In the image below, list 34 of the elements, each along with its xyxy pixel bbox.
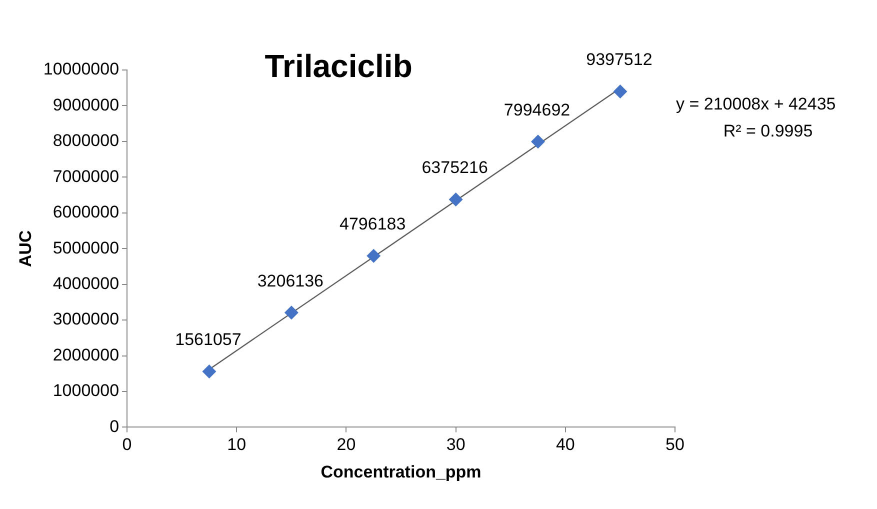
data-label: 9397512 xyxy=(586,50,652,70)
x-tick-label: 30 xyxy=(446,435,466,454)
x-tick-label: 0 xyxy=(122,435,132,454)
chart-title: Trilaciclib xyxy=(264,48,412,84)
point xyxy=(448,192,463,206)
x-tick-label: 20 xyxy=(336,435,356,454)
point xyxy=(531,134,546,149)
data-label: 4796183 xyxy=(340,214,406,234)
y-tick-label: 2000000 xyxy=(52,345,120,364)
x-tick-label: 50 xyxy=(666,435,684,454)
data-label: 3206136 xyxy=(257,271,324,290)
x-tick-label: 10 xyxy=(227,435,246,454)
y-tick-label: 5000000 xyxy=(52,238,120,258)
y-tick-label: 1000000 xyxy=(52,381,120,400)
text: y = 210008x + 42435 xyxy=(676,94,836,114)
y-tick-label: 9000000 xyxy=(52,95,120,114)
y-tick-label: 10000000 xyxy=(43,60,120,79)
y-tick-label: 6000000 xyxy=(52,202,120,222)
data-label: 1561057 xyxy=(175,330,242,350)
y-tick-label: 8000000 xyxy=(52,131,120,150)
data-label: 6375216 xyxy=(422,158,488,178)
y-tick-label: 7000000 xyxy=(52,166,120,186)
y-axis-title: AUC xyxy=(16,230,35,268)
x-tick-label: 40 xyxy=(556,435,575,454)
y-tick-label: 0 xyxy=(110,416,120,436)
x-axis-title: Concentration_ppm xyxy=(320,462,482,482)
y-tick-label: 4000000 xyxy=(52,274,120,294)
point xyxy=(202,364,216,378)
data-label: 7994692 xyxy=(504,100,570,120)
point xyxy=(613,84,628,99)
point xyxy=(366,248,381,263)
y-tick-label: 3000000 xyxy=(52,310,120,329)
point xyxy=(284,306,298,320)
text: R² = 0.9995 xyxy=(723,122,813,141)
